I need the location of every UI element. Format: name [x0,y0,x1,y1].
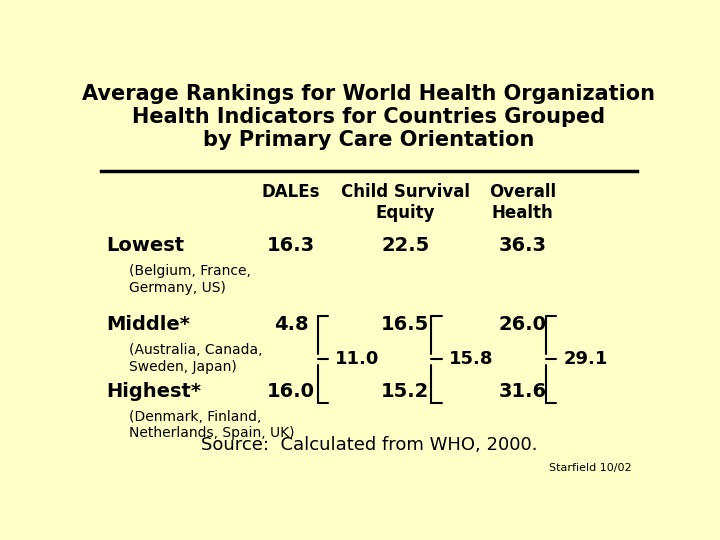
Text: Overall
Health: Overall Health [489,183,556,222]
Text: Middle*: Middle* [107,315,191,334]
Text: 29.1: 29.1 [564,350,608,368]
Text: Starfield 10/02: Starfield 10/02 [549,463,631,473]
Text: 15.8: 15.8 [449,350,493,368]
Text: Lowest: Lowest [107,236,185,255]
Text: Child Survival
Equity: Child Survival Equity [341,183,469,222]
Text: (Belgium, France,
Germany, US): (Belgium, France, Germany, US) [129,265,251,295]
Text: 16.5: 16.5 [381,315,429,334]
Text: DALEs: DALEs [261,183,320,201]
Text: (Australia, Canada,
Sweden, Japan): (Australia, Canada, Sweden, Japan) [129,343,263,374]
Text: 16.3: 16.3 [267,236,315,255]
Text: 22.5: 22.5 [381,236,429,255]
Text: 26.0: 26.0 [498,315,546,334]
Text: Highest*: Highest* [107,382,202,401]
Text: 31.6: 31.6 [498,382,546,401]
Text: 36.3: 36.3 [498,236,546,255]
Text: 15.2: 15.2 [381,382,429,401]
Text: Source:  Calculated from WHO, 2000.: Source: Calculated from WHO, 2000. [201,436,537,454]
Text: 16.0: 16.0 [267,382,315,401]
Text: 4.8: 4.8 [274,315,308,334]
Text: (Denmark, Finland,
Netherlands, Spain, UK): (Denmark, Finland, Netherlands, Spain, U… [129,410,294,440]
Text: 11.0: 11.0 [335,350,379,368]
Text: Average Rankings for World Health Organization
Health Indicators for Countries G: Average Rankings for World Health Organi… [83,84,655,150]
